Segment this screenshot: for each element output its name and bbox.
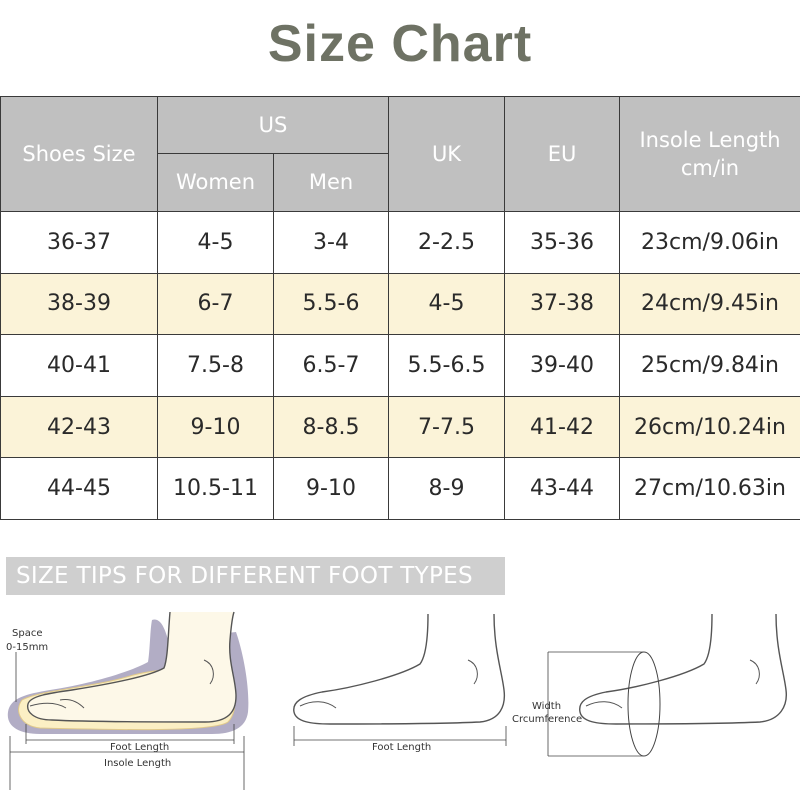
width-circumference-figure: Width Crcumference — [512, 613, 787, 757]
table-row: 42-43 9-10 8-8.5 7-7.5 41-42 26cm/10.24i… — [0, 395, 800, 459]
cell-us-men: 3-4 — [272, 211, 390, 274]
space-value-label: 0-15mm — [6, 642, 48, 653]
size-tips-banner: SIZE TIPS FOR DIFFERENT FOOT TYPES — [6, 557, 505, 595]
cell-us-women: 9-10 — [157, 395, 274, 459]
cell-uk: 5.5-6.5 — [388, 334, 506, 397]
cell-eu: 41-42 — [504, 395, 621, 459]
foot-length-figure: Foot Length — [293, 613, 507, 753]
size-chart-table: Shoes Size US UK EU Insole Length cm/in … — [0, 96, 800, 520]
table-row: 40-41 7.5-8 6.5-7 5.5-6.5 39-40 25cm/9.8… — [0, 334, 800, 397]
cell-insole: 23cm/9.06in — [619, 211, 800, 274]
cell-us-men: 8-8.5 — [272, 395, 390, 459]
foot-on-insole-figure: Space 0-15mm Foot Length Insole Length — [6, 611, 249, 790]
header-us-women: Women — [157, 153, 274, 212]
ankle-detail — [749, 659, 760, 685]
cell-shoes-size: 44-45 — [0, 457, 158, 520]
cell-uk: 4-5 — [388, 272, 506, 336]
cell-shoes-size: 42-43 — [0, 395, 158, 459]
foot-length-label: Foot Length — [372, 742, 431, 753]
header-us: US — [156, 96, 390, 154]
cell-eu: 37-38 — [504, 272, 621, 336]
cell-us-women: 6-7 — [157, 272, 274, 336]
cell-eu: 39-40 — [504, 334, 621, 397]
foot-illustrations: Space 0-15mm Foot Length Insole Length F… — [6, 611, 787, 790]
table-row: 44-45 10.5-11 9-10 8-9 43-44 27cm/10.63i… — [0, 457, 800, 520]
cell-uk: 8-9 — [388, 457, 506, 520]
cell-us-women: 10.5-11 — [157, 457, 274, 520]
foot-length-label: Foot Length — [110, 742, 169, 753]
cell-insole: 26cm/10.24in — [619, 395, 800, 459]
cell-us-men: 9-10 — [272, 457, 390, 520]
cell-insole: 25cm/9.84in — [619, 334, 800, 397]
header-eu: EU — [504, 96, 621, 212]
circumference-label: Crcumference — [512, 714, 582, 725]
cell-shoes-size: 36-37 — [0, 211, 158, 274]
header-insole-line2: cm/in — [680, 156, 740, 180]
ankle-detail — [467, 659, 478, 685]
cell-us-women: 4-5 — [157, 211, 274, 274]
cell-shoes-size: 40-41 — [0, 334, 158, 397]
header-insole-line1: Insole Length — [639, 127, 781, 152]
cell-eu: 35-36 — [504, 211, 621, 274]
ankle-detail — [203, 659, 214, 685]
cell-eu: 43-44 — [504, 457, 621, 520]
width-label: Width — [532, 701, 561, 712]
foot-shape — [27, 611, 237, 723]
cell-shoes-size: 38-39 — [0, 272, 158, 336]
toe-detail — [585, 701, 623, 709]
foot-shape — [293, 613, 506, 725]
cell-uk: 2-2.5 — [388, 211, 506, 274]
header-shoes-size: Shoes Size — [0, 96, 158, 212]
page-title: Size Chart — [267, 15, 533, 73]
cell-us-women: 7.5-8 — [157, 334, 274, 397]
insole-length-label: Insole Length — [104, 758, 171, 769]
table-row: 38-39 6-7 5.5-6 4-5 37-38 24cm/9.45in — [0, 272, 800, 336]
cell-us-men: 5.5-6 — [272, 272, 390, 336]
header-insole-length: Insole Length cm/in — [619, 96, 800, 212]
cell-us-men: 6.5-7 — [272, 334, 390, 397]
header-us-men: Men — [272, 153, 390, 212]
cell-insole: 24cm/9.45in — [619, 272, 800, 336]
header-uk: UK — [388, 96, 506, 212]
space-label: Space — [12, 628, 42, 639]
cell-insole: 27cm/10.63in — [619, 457, 800, 520]
toe-detail — [29, 702, 67, 709]
toe-detail — [299, 701, 337, 709]
table-row: 36-37 4-5 3-4 2-2.5 35-36 23cm/9.06in — [0, 211, 800, 274]
toe-detail — [59, 699, 85, 709]
foot-shape — [579, 613, 787, 725]
cell-uk: 7-7.5 — [388, 395, 506, 459]
